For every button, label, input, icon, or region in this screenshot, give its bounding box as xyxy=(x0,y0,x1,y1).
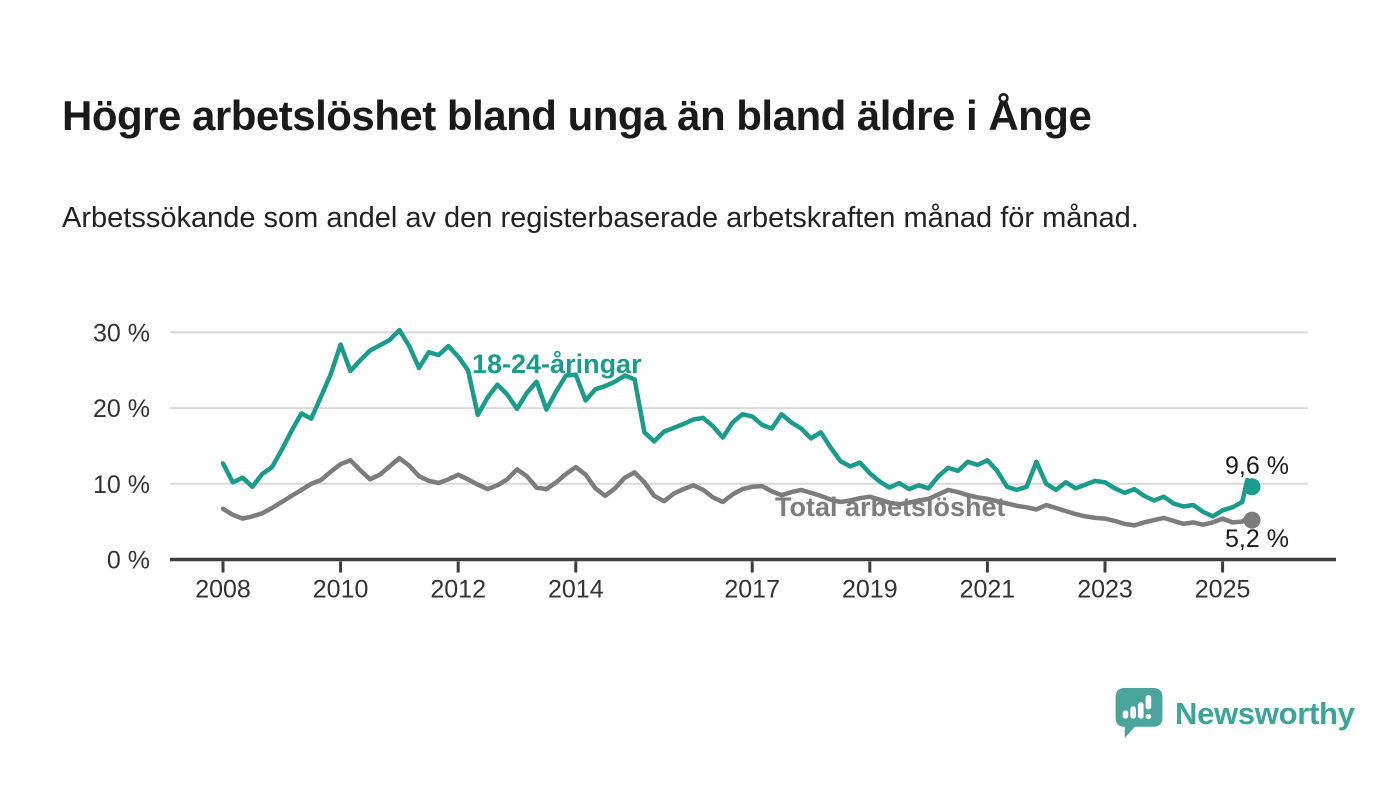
x-axis-tick-label: 2014 xyxy=(548,576,604,604)
y-axis-tick-label: 30 % xyxy=(93,319,150,347)
chart-title: Högre arbetslöshet bland unga än bland ä… xyxy=(62,92,1092,140)
x-axis-tick-label: 2010 xyxy=(313,576,369,604)
x-axis: 2008 2010 2012 2014 2017 2019 2021 2023 2025 xyxy=(170,557,1336,604)
x-axis-tick-label: 2021 xyxy=(960,576,1016,604)
x-axis-tick-label: 2008 xyxy=(195,576,251,604)
chart-subtitle: Arbetssökande som andel av den registerb… xyxy=(62,202,1139,234)
y-axis-tick-label: 20 % xyxy=(93,395,150,423)
x-axis-tick-label: 2023 xyxy=(1077,576,1133,604)
gridlines-and-y-axis-labels: 0 % 10 % 20 % 30 % xyxy=(93,319,1308,575)
x-axis-tick-label: 2025 xyxy=(1195,576,1251,604)
y-axis-tick-label: 10 % xyxy=(93,471,150,499)
series-line-youth xyxy=(220,327,1255,519)
y-axis-tick-label: 0 % xyxy=(107,547,150,575)
newsworthy-logo-text: Newsworthy xyxy=(1175,695,1355,731)
series-label-total: Total arbetslöshet xyxy=(775,492,1006,522)
newsworthy-logo-icon xyxy=(1115,688,1163,738)
end-value-label-youth: 9,6 % xyxy=(1225,452,1289,480)
series-line-total xyxy=(220,455,1255,528)
x-axis-tick-label: 2019 xyxy=(842,576,898,604)
x-axis-tick-label: 2012 xyxy=(430,576,486,604)
end-value-label-total: 5,2 % xyxy=(1225,525,1289,553)
x-axis-tick-label: 2017 xyxy=(724,576,780,604)
series-label-youth: 18-24-åringar xyxy=(472,349,642,379)
data-series xyxy=(220,327,1261,529)
end-dot-total xyxy=(1243,511,1261,529)
newsworthy-logo: Newsworthy xyxy=(1113,686,1355,741)
end-dot-youth xyxy=(1243,478,1261,496)
